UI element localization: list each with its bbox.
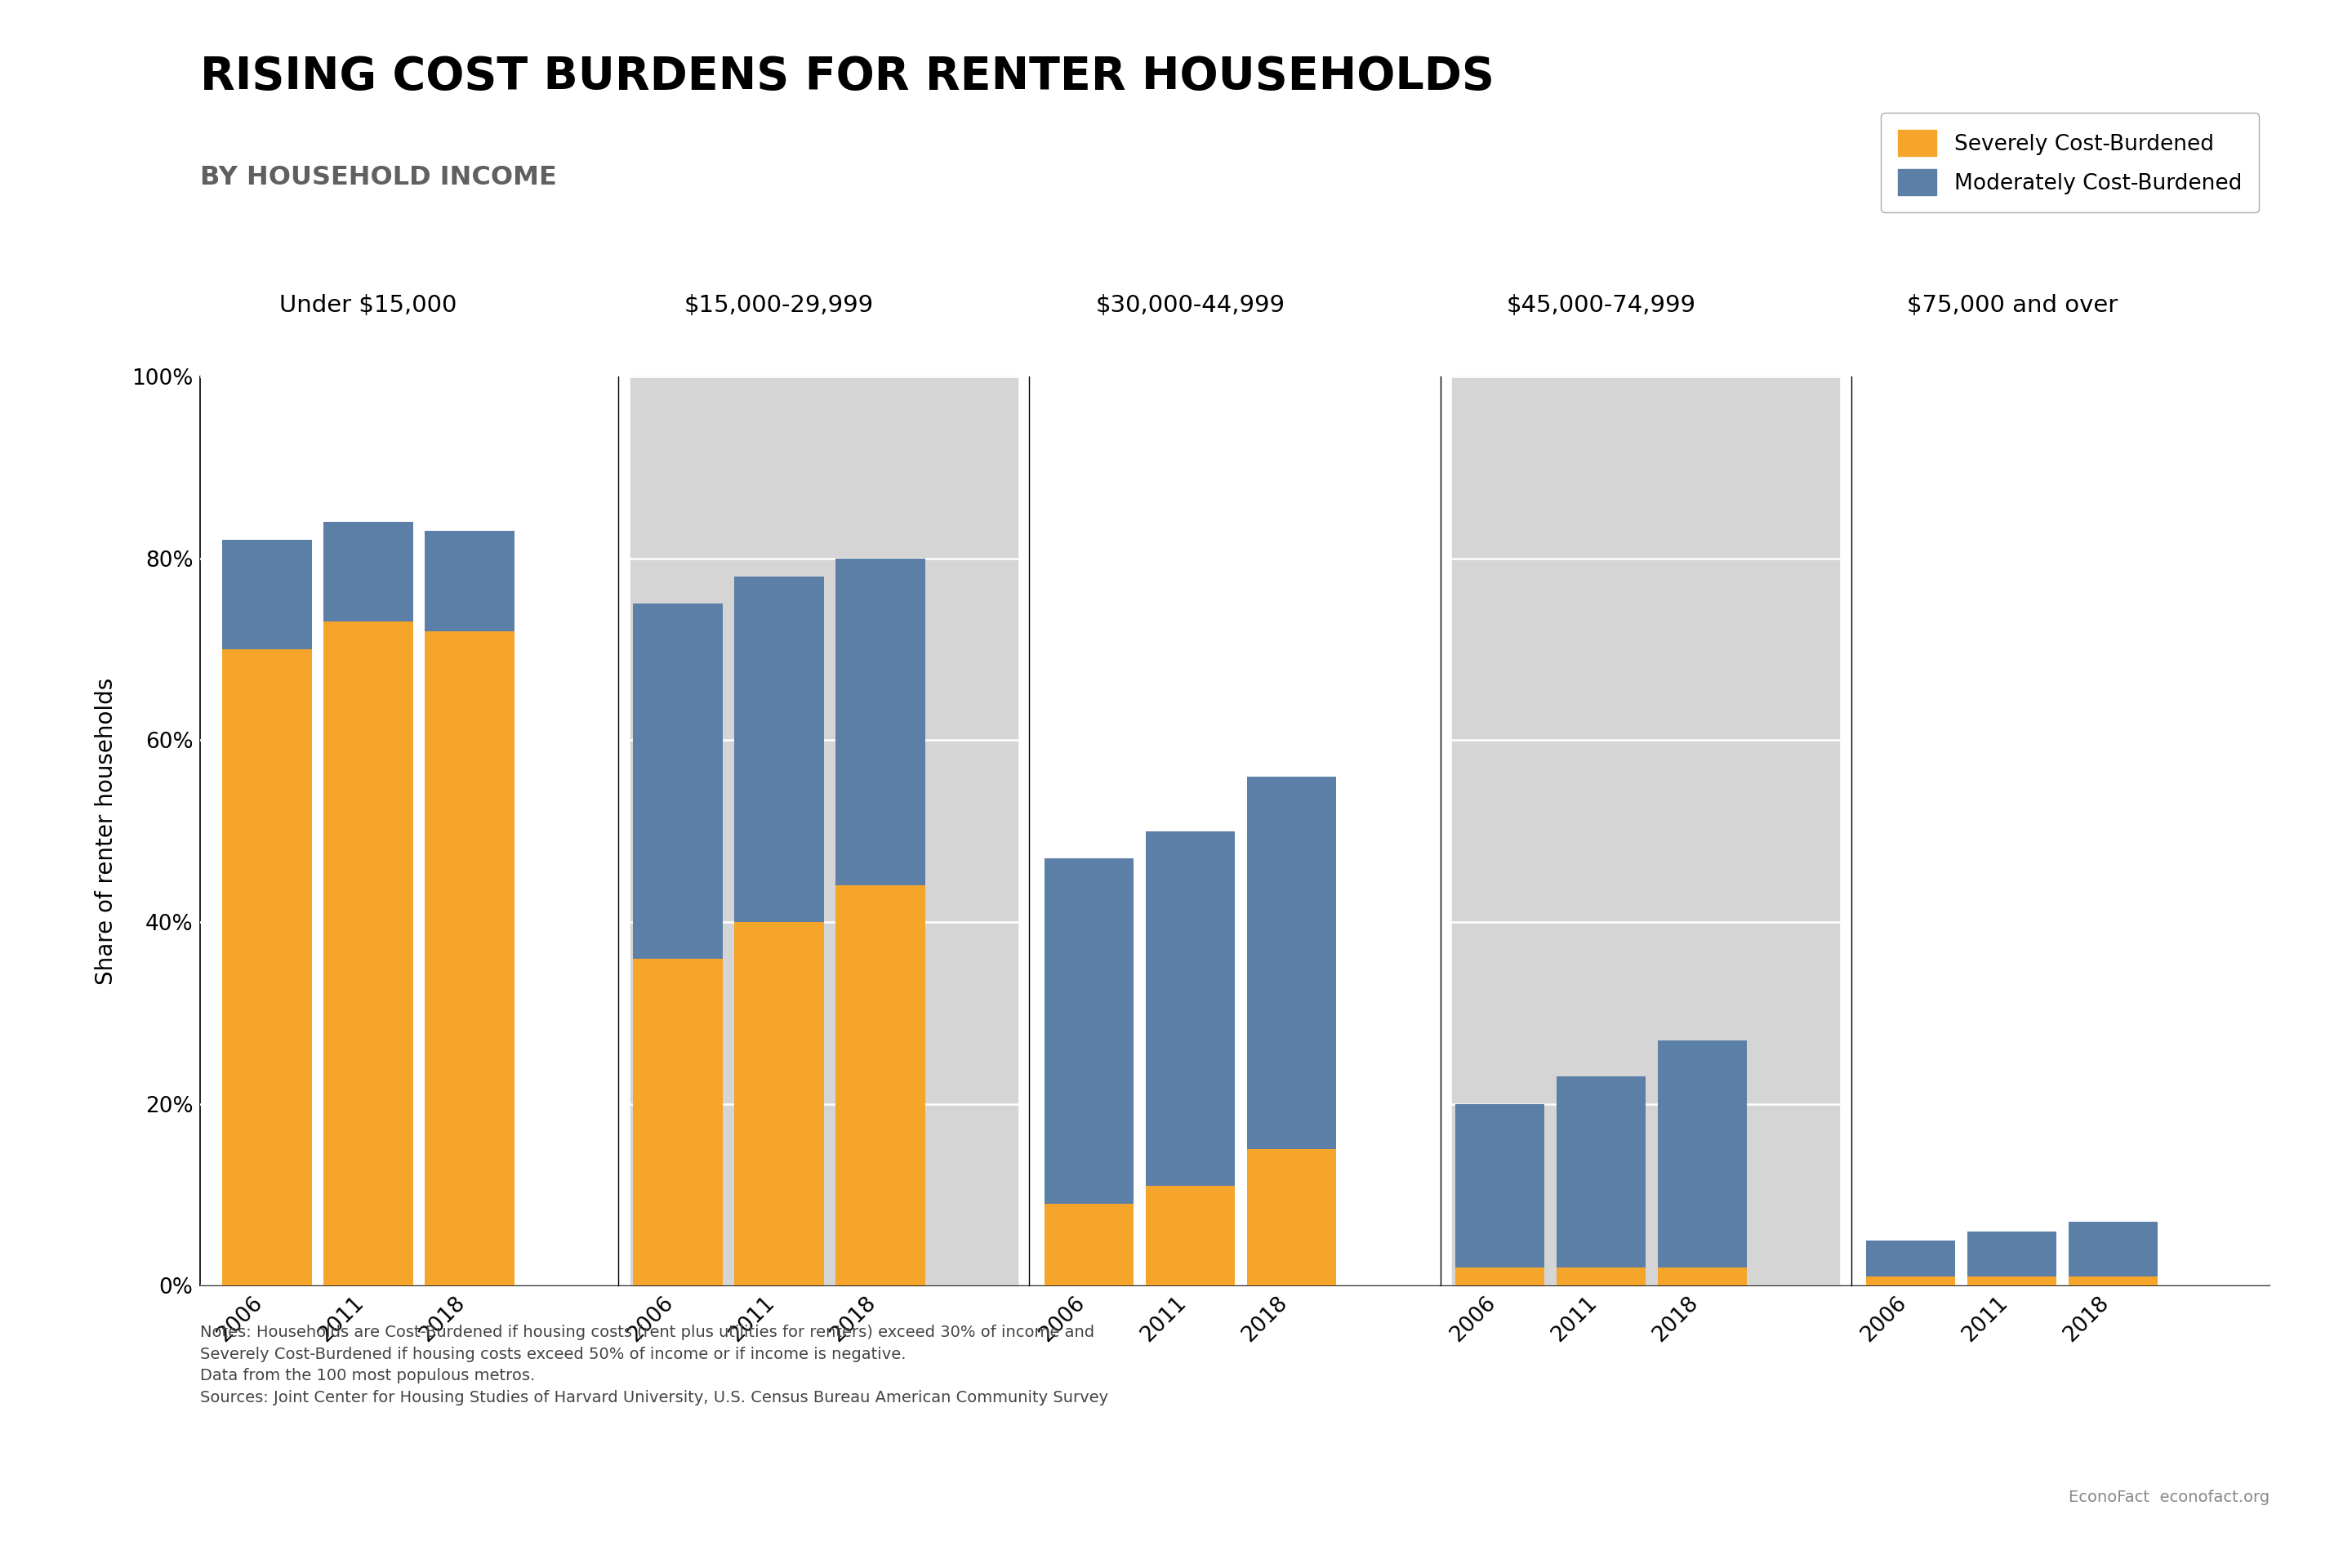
Bar	[426, 532, 515, 630]
Bar	[835, 558, 924, 886]
Text: BY HOUSEHOLD INCOME: BY HOUSEHOLD INCOME	[200, 165, 557, 190]
Bar	[1247, 1149, 1336, 1286]
Bar	[1247, 776, 1336, 1149]
Bar	[1966, 1276, 2056, 1286]
Bar	[734, 922, 823, 1286]
Bar	[1456, 1104, 1545, 1267]
Bar	[1451, 376, 1839, 1286]
Text: Notes: Households are Cost-Burdened if housing costs (rent plus utilities for re: Notes: Households are Cost-Burdened if h…	[200, 1325, 1108, 1405]
Bar	[221, 539, 310, 649]
Bar	[221, 649, 310, 1286]
Text: EconoFact  econofact.org: EconoFact econofact.org	[2070, 1490, 2270, 1505]
Bar	[633, 604, 722, 958]
Bar	[1557, 1077, 1646, 1267]
Legend: Severely Cost-Burdened, Moderately Cost-Burdened: Severely Cost-Burdened, Moderately Cost-…	[1882, 113, 2258, 213]
Text: RISING COST BURDENS FOR RENTER HOUSEHOLDS: RISING COST BURDENS FOR RENTER HOUSEHOLD…	[200, 55, 1494, 99]
Text: Under $15,000: Under $15,000	[280, 295, 456, 317]
Y-axis label: Share of renter households: Share of renter households	[94, 677, 118, 985]
Bar	[1145, 831, 1235, 1185]
Bar	[1658, 1267, 1748, 1286]
Bar	[630, 376, 1018, 1286]
Bar	[835, 886, 924, 1286]
Bar	[325, 622, 414, 1286]
Bar	[1145, 1185, 1235, 1286]
Bar	[1557, 1267, 1646, 1286]
Bar	[1456, 1267, 1545, 1286]
Text: $45,000-74,999: $45,000-74,999	[1505, 295, 1696, 317]
Bar	[1044, 1204, 1134, 1286]
Bar	[734, 577, 823, 922]
Text: $30,000-44,999: $30,000-44,999	[1096, 295, 1284, 317]
Bar	[2070, 1221, 2159, 1276]
Bar	[1865, 1240, 1955, 1276]
Bar	[426, 630, 515, 1286]
Bar	[2070, 1276, 2159, 1286]
Bar	[1044, 858, 1134, 1204]
Bar	[1658, 1040, 1748, 1267]
Text: $75,000 and over: $75,000 and over	[1907, 295, 2117, 317]
Bar	[1966, 1231, 2056, 1276]
Text: $15,000-29,999: $15,000-29,999	[684, 295, 875, 317]
Bar	[633, 958, 722, 1286]
Bar	[325, 522, 414, 622]
Bar	[1865, 1276, 1955, 1286]
